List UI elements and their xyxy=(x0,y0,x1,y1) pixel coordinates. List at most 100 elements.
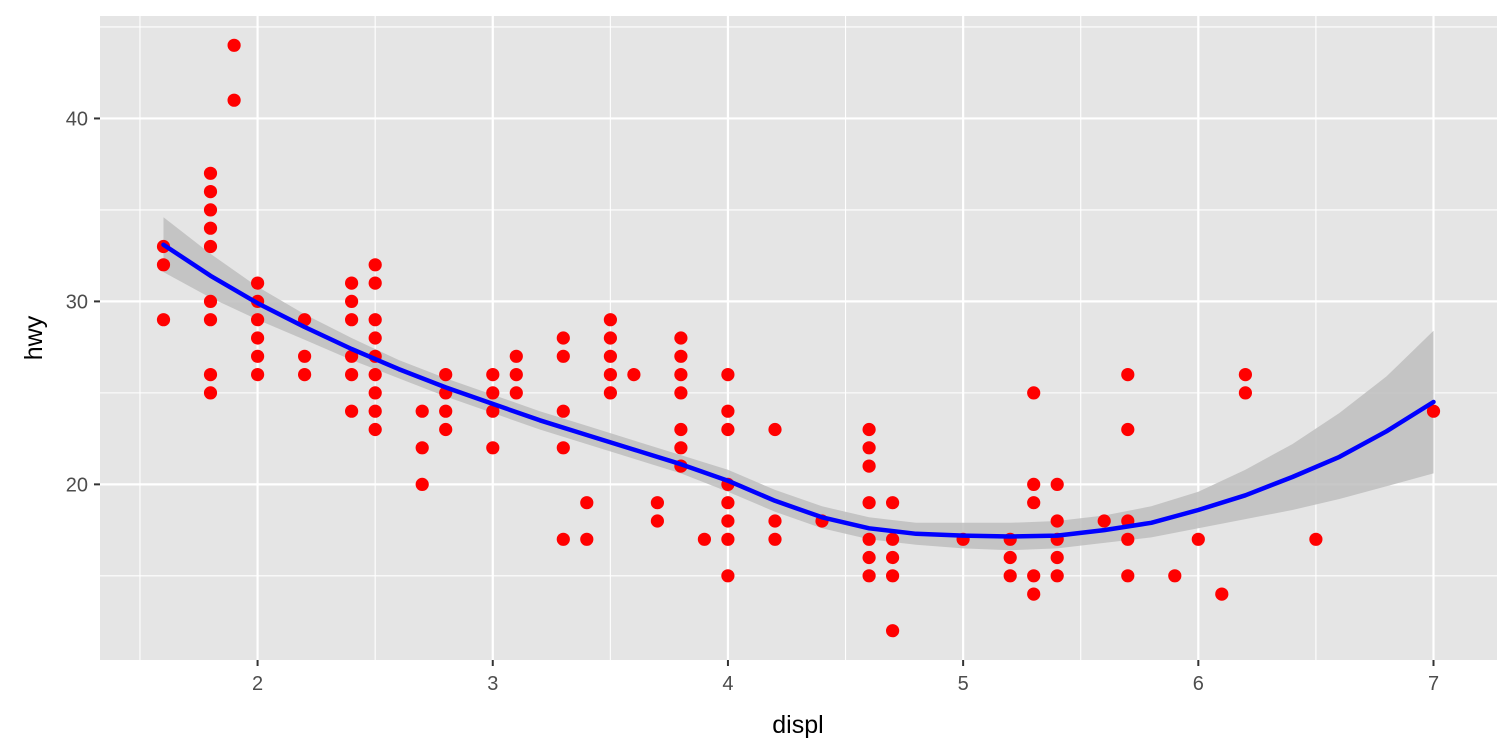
data-point xyxy=(721,404,735,418)
data-point xyxy=(486,441,500,455)
data-point xyxy=(697,532,712,546)
data-point xyxy=(203,239,218,254)
data-point xyxy=(862,569,876,583)
x-axis-title: displ xyxy=(772,711,823,739)
data-point xyxy=(1050,550,1064,565)
data-point xyxy=(886,569,900,583)
data-point xyxy=(415,404,429,418)
data-point xyxy=(1191,532,1205,546)
data-point xyxy=(345,404,359,418)
data-point xyxy=(345,276,359,290)
data-point xyxy=(721,422,735,437)
data-point xyxy=(886,550,900,565)
data-point xyxy=(862,441,876,455)
data-point xyxy=(1027,569,1041,583)
data-point xyxy=(603,349,618,363)
y-axis-ticks: 20 30 40 xyxy=(66,108,100,496)
data-point xyxy=(580,532,594,546)
x-tick-label: 6 xyxy=(1193,673,1204,695)
data-point xyxy=(345,349,359,363)
data-point xyxy=(203,313,218,327)
data-point xyxy=(203,386,218,400)
data-point xyxy=(439,404,453,418)
data-point xyxy=(721,368,735,382)
data-point xyxy=(886,532,900,546)
data-point xyxy=(1215,587,1229,601)
data-point xyxy=(556,331,570,345)
data-point xyxy=(345,313,359,327)
data-point xyxy=(486,386,500,400)
data-point xyxy=(298,349,312,363)
data-point xyxy=(556,404,570,418)
data-point xyxy=(368,404,382,418)
data-point xyxy=(345,294,359,308)
data-point xyxy=(674,331,688,345)
data-point xyxy=(203,221,218,235)
smooth-line xyxy=(161,242,1436,539)
data-point xyxy=(721,532,735,546)
data-point xyxy=(509,368,523,382)
data-point xyxy=(862,550,876,565)
data-point xyxy=(862,496,876,510)
y-tick-label: 20 xyxy=(66,474,88,496)
data-point xyxy=(886,624,900,638)
data-point xyxy=(1050,569,1064,583)
data-point xyxy=(674,349,688,363)
data-point xyxy=(1238,368,1252,382)
x-tick-label: 3 xyxy=(487,673,498,695)
data-point xyxy=(1003,550,1017,565)
data-point xyxy=(556,349,570,363)
data-point xyxy=(1309,532,1323,546)
data-point xyxy=(556,532,570,546)
x-axis-ticks: 2 3 4 5 6 7 xyxy=(252,660,1439,695)
data-point xyxy=(650,514,665,528)
data-point xyxy=(603,331,618,345)
data-point xyxy=(368,331,382,345)
data-point xyxy=(368,258,382,272)
data-point xyxy=(603,386,618,400)
data-point xyxy=(580,496,594,510)
data-point xyxy=(721,569,735,583)
data-point xyxy=(768,532,782,546)
data-point xyxy=(1121,422,1135,437)
data-point xyxy=(721,496,735,510)
data-point xyxy=(1027,386,1041,400)
data-point xyxy=(1027,477,1041,491)
data-point xyxy=(251,331,265,345)
data-point xyxy=(368,422,382,437)
data-point xyxy=(227,38,241,52)
data-point xyxy=(650,496,665,510)
data-point xyxy=(603,313,618,327)
data-point xyxy=(203,166,218,180)
points-layer xyxy=(156,38,1441,638)
y-tick-label: 40 xyxy=(66,108,88,130)
data-point xyxy=(368,368,382,382)
data-point xyxy=(862,422,876,437)
data-point xyxy=(1027,587,1041,601)
data-point xyxy=(415,441,429,455)
data-point xyxy=(1027,496,1041,510)
data-point xyxy=(768,514,782,528)
data-point xyxy=(486,368,500,382)
x-tick-label: 7 xyxy=(1428,673,1439,695)
data-point xyxy=(156,313,171,327)
data-point xyxy=(1238,386,1252,400)
data-point xyxy=(674,441,688,455)
data-point xyxy=(251,349,265,363)
data-point xyxy=(345,368,359,382)
data-point xyxy=(203,185,218,199)
data-point xyxy=(251,313,265,327)
data-point xyxy=(674,368,688,382)
data-point xyxy=(1050,477,1064,491)
y-axis-title: hwy xyxy=(20,315,48,360)
data-point xyxy=(1121,368,1135,382)
data-point xyxy=(1097,514,1111,528)
data-point xyxy=(603,368,618,382)
data-point xyxy=(439,368,453,382)
data-point xyxy=(674,386,688,400)
data-point xyxy=(203,368,218,382)
data-point xyxy=(368,276,382,290)
data-point xyxy=(721,514,735,528)
data-point xyxy=(486,404,500,418)
